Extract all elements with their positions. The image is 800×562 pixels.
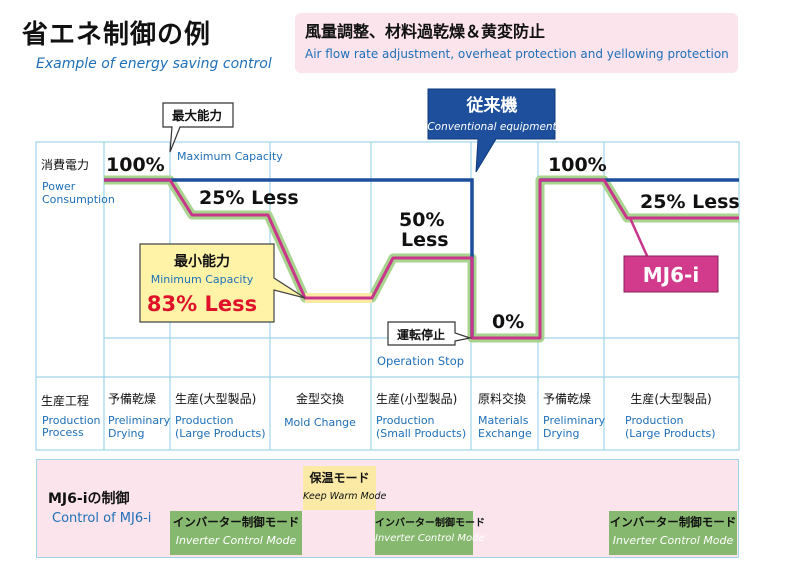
inverter-mode-1: インバーター制御モード Inverter Control Mode (170, 511, 302, 555)
power-label-en-1: Power (42, 180, 76, 193)
level-100-a: 100% (106, 154, 165, 176)
stage-6-jp: 予備乾燥 (543, 391, 591, 406)
keep-warm-en: Keep Warm Mode (303, 491, 387, 502)
stage-4-en1: Production (376, 414, 435, 427)
inverter-mode-2-jp: インバーター制御モード (375, 518, 485, 529)
power-label-jp: 消費電力 (41, 157, 89, 172)
inverter-mode-3-en: Inverter Control Mode (612, 534, 734, 547)
stage-7-en1: Production (625, 414, 684, 427)
conventional-label-en: Conventional equipment (427, 121, 557, 133)
inverter-mode-3: インバーター制御モード Inverter Control Mode (609, 511, 737, 555)
stage-5-jp: 原料交換 (478, 391, 526, 406)
max-capacity-en: Maximum Capacity (177, 150, 283, 163)
mj6i-line (104, 178, 739, 340)
stage-1-jp: 予備乾燥 (108, 391, 156, 406)
conventional-callout: 従来機 Conventional equipment (427, 88, 558, 173)
stage-6-en2: Drying (543, 427, 580, 440)
min-capacity-saving: 83% Less (147, 292, 257, 316)
mj6i-badge: MJ6-i (623, 217, 719, 293)
stage-7-en2: (Large Products) (625, 427, 716, 440)
stage-2-jp: 生産(大型製品) (175, 391, 256, 406)
stage-3-jp: 金型交換 (296, 391, 344, 406)
op-stop-en: Operation Stop (377, 354, 464, 368)
banner-title-jp: 風量調整、材料過乾燥＆黄変防止 (305, 22, 546, 41)
min-capacity-en: Minimum Capacity (151, 273, 254, 286)
stage-1-en1: Preliminary (108, 414, 171, 427)
process-label-en-1: Production (42, 414, 101, 427)
op-stop-jp: 運転停止 (397, 327, 445, 342)
min-capacity-callout: 最小能力 Minimum Capacity 83% Less (139, 243, 306, 323)
stage-1-en2: Drying (108, 427, 145, 440)
stage-7: 生産(大型製品) Production (Large Products) (625, 391, 716, 440)
page-subtitle: Example of energy saving control (36, 56, 272, 72)
level-zero: 0% (492, 311, 524, 333)
stage-7-jp: 生産(大型製品) (630, 391, 711, 406)
stage-2-en2: (Large Products) (175, 427, 266, 440)
mj6i-badge-label: MJ6-i (643, 263, 699, 287)
keep-warm-jp: 保温モード (309, 471, 370, 485)
feature-banner (295, 13, 738, 73)
power-label-en-2: Consumption (42, 193, 115, 206)
process-label-jp: 生産工程 (41, 393, 89, 408)
stage-3-en1: Mold Change (284, 416, 356, 429)
control-title-en: Control of MJ6-i (52, 511, 152, 526)
process-label-en-2: Process (42, 426, 84, 439)
level-25-less-a: 25% Less (199, 187, 299, 209)
stage-2-en1: Production (175, 414, 234, 427)
stage-4: 生産(小型製品) Production (Small Products) (376, 391, 466, 440)
stage-5-en2: Exchange (478, 427, 532, 440)
level-25-less-b: 25% Less (640, 191, 740, 213)
inverter-mode-1-en: Inverter Control Mode (175, 534, 297, 547)
inverter-mode-1-jp: インバーター制御モード (172, 515, 300, 529)
inverter-mode-2-en: Inverter Control Mode (375, 533, 485, 544)
max-capacity-callout: 最大能力 (162, 102, 234, 153)
page-title: 省エネ制御の例 (22, 20, 212, 50)
stage-6-en1: Preliminary (543, 414, 606, 427)
stage-2: 生産(大型製品) Production (Large Products) (175, 391, 266, 440)
level-50-less-1: 50% (399, 209, 444, 231)
inverter-mode-2: インバーター制御モード Inverter Control Mode (375, 511, 485, 555)
control-title-jp: MJ6-iの制御 (48, 491, 130, 507)
stage-6: 予備乾燥 Preliminary Drying (543, 391, 606, 440)
stage-5-en1: Materials (478, 414, 529, 427)
keep-warm-mode: 保温モード Keep Warm Mode (303, 466, 387, 510)
min-capacity-jp: 最小能力 (174, 253, 230, 270)
conventional-label-jp: 従来機 (466, 95, 518, 116)
stage-4-jp: 生産(小型製品) (376, 391, 457, 406)
stage-4-en2: (Small Products) (376, 427, 466, 440)
level-100-b: 100% (548, 154, 607, 176)
banner-title-en: Air flow rate adjustment, overheat prote… (305, 47, 729, 61)
inverter-mode-3-jp: インバーター制御モード (609, 515, 737, 529)
stage-1: 予備乾燥 Preliminary Drying (108, 391, 171, 440)
stage-5: 原料交換 Materials Exchange (478, 391, 532, 440)
op-stop-callout: 運転停止 (387, 321, 473, 346)
stage-3: 金型交換 Mold Change (284, 391, 356, 429)
max-capacity-label: 最大能力 (172, 108, 222, 123)
level-50-less-2: Less (401, 229, 449, 251)
